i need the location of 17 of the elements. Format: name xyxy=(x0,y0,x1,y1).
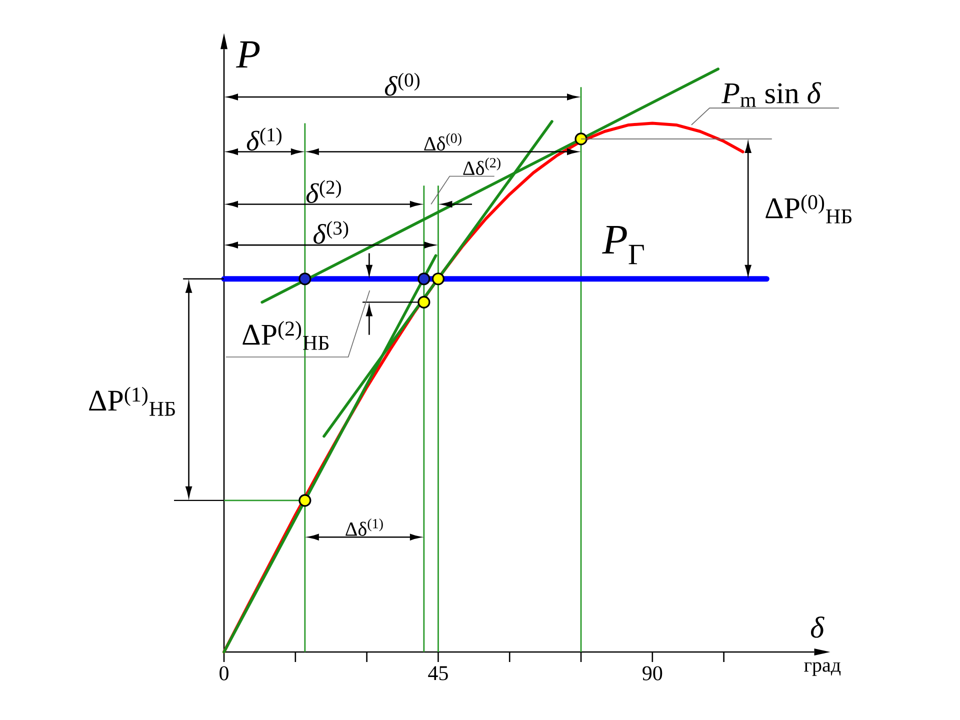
text: град xyxy=(804,662,841,676)
annotation: δ$^{(3)}$ xyxy=(314,220,348,244)
x-tick-label: 90 xyxy=(642,666,662,680)
annotation: Δδ$^{(2)}$ xyxy=(463,158,500,176)
y-axis-title: P xyxy=(236,41,260,68)
series-label: P$_{Г}$ xyxy=(602,226,644,264)
annotation: δ$^{(1)}$ xyxy=(246,128,282,151)
annotation: ΔP$^{(0)}$НБ xyxy=(766,194,852,224)
x-axis-title: δ xyxy=(810,616,824,638)
x-tick-label: 0 xyxy=(220,666,228,680)
annotation: Δδ$^{(0)}$ xyxy=(424,133,462,151)
series-label: P$_{m}$ sin δ xyxy=(722,82,822,107)
annotation: δ$^{(0)}$ xyxy=(384,72,420,96)
annotation: δ$^{(2)}$ xyxy=(306,180,341,204)
annotation: Δδ$^{(1)}$ xyxy=(346,518,383,536)
x-tick-label: 45 xyxy=(428,666,448,680)
text: ΔP$^{(1)}$НБ xyxy=(89,386,175,416)
